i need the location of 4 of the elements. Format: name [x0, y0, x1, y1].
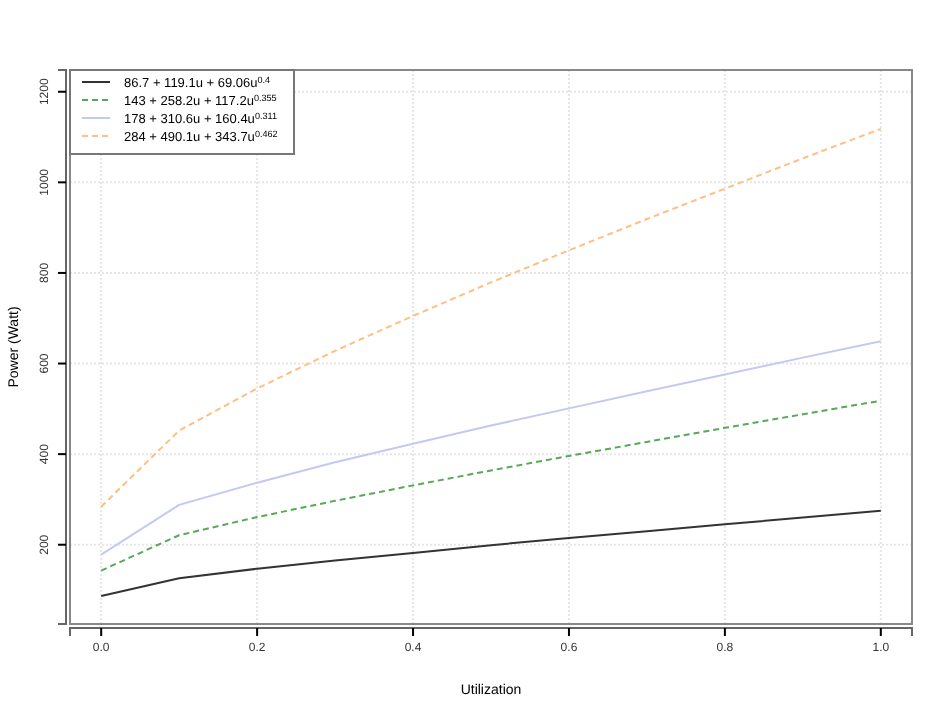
line-series — [100, 127, 882, 508]
line-series — [100, 509, 882, 597]
line-series — [100, 399, 882, 572]
line-series — [100, 340, 882, 556]
